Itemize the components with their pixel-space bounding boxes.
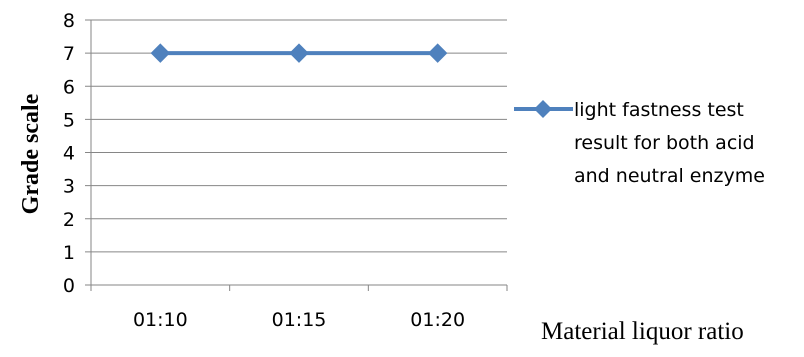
y-tick-label: 5 bbox=[63, 109, 75, 131]
legend-text-line-2: result for both acid bbox=[574, 132, 755, 154]
y-tick-label: 8 bbox=[63, 10, 75, 32]
x-axis-label: Material liquor ratio bbox=[541, 318, 744, 345]
data-point-marker bbox=[150, 43, 171, 63]
y-tick-label: 7 bbox=[63, 43, 75, 65]
data-point-marker bbox=[427, 43, 448, 63]
x-tick-label: 01:10 bbox=[133, 309, 188, 331]
x-tick-label: 01:20 bbox=[410, 309, 465, 331]
series-layer bbox=[150, 43, 448, 63]
x-tick-label: 01:15 bbox=[272, 309, 327, 331]
x-tick-labels: 01:10 01:15 01:20 bbox=[133, 309, 465, 331]
y-tick-label: 3 bbox=[63, 176, 75, 198]
y-tick-label: 0 bbox=[63, 275, 75, 297]
y-tick-label: 4 bbox=[63, 143, 75, 165]
axes bbox=[85, 19, 508, 291]
legend-text-line-1: light fastness test bbox=[574, 99, 744, 121]
y-tick-labels: 0 1 2 3 4 5 6 7 8 bbox=[63, 10, 75, 297]
legend: light fastness test result for both acid… bbox=[514, 99, 765, 187]
legend-marker bbox=[534, 100, 552, 118]
legend-text-line-3: and neutral enzyme bbox=[574, 165, 765, 187]
y-axis-label: Grade scale bbox=[18, 93, 44, 214]
data-point-marker bbox=[289, 43, 309, 63]
y-tick-label: 2 bbox=[63, 209, 75, 231]
y-tick-label: 6 bbox=[63, 76, 75, 98]
y-tick-label: 1 bbox=[63, 242, 75, 264]
